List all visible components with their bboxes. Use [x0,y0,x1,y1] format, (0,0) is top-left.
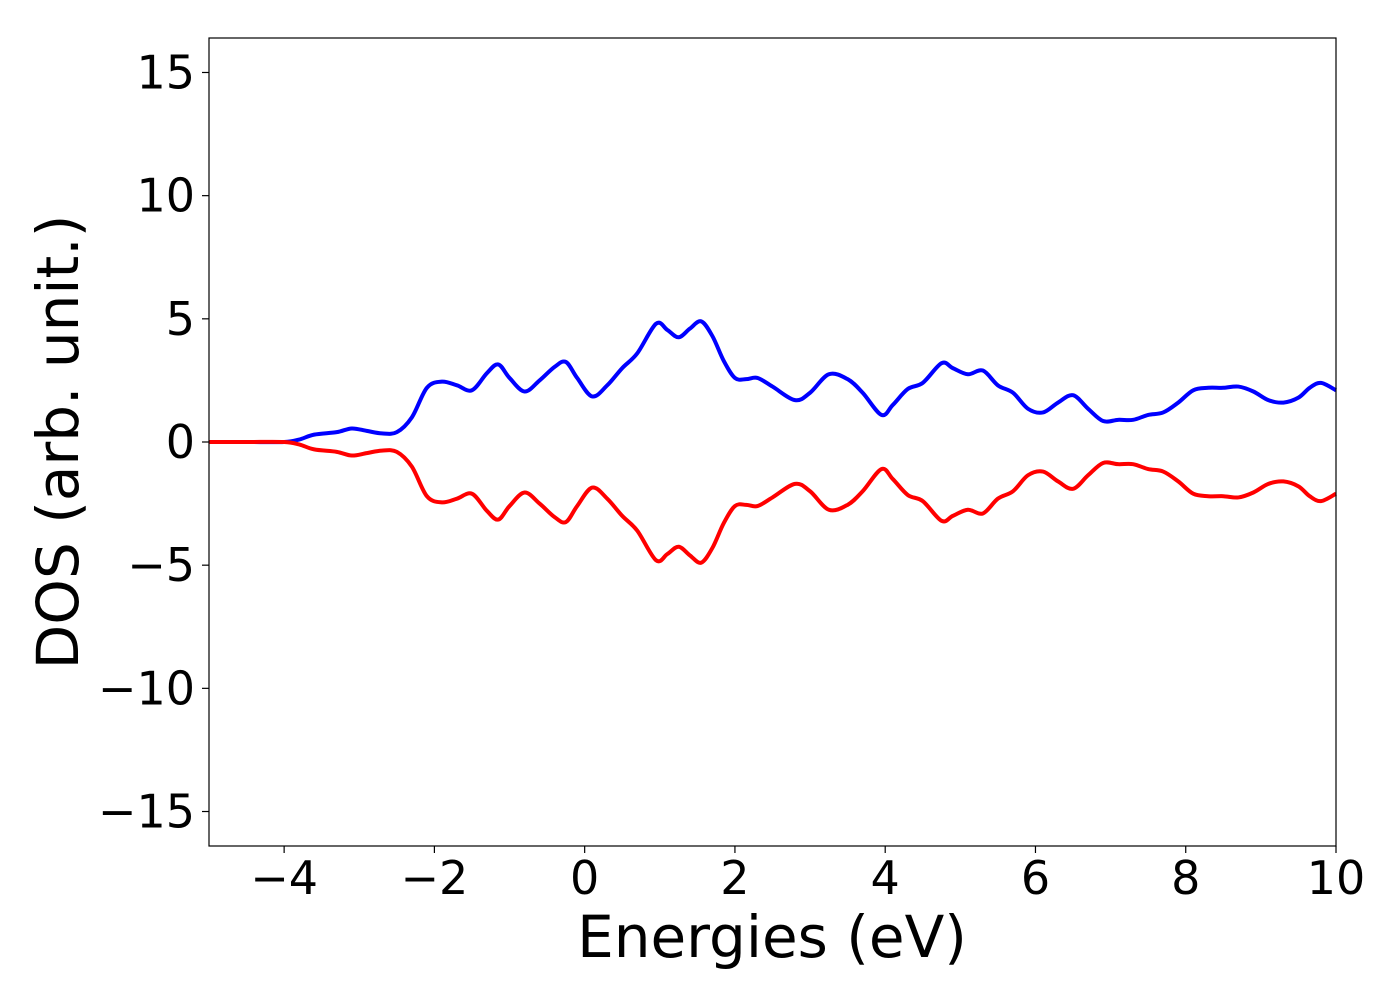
x-tick-label: 8 [1171,851,1200,905]
y-tick-label: −10 [98,661,195,715]
series-line-1 [209,439,1337,565]
y-tick-label: 10 [136,169,195,223]
plot-frame [208,37,1337,847]
x-tick-label: 10 [1307,851,1366,905]
series-layer [209,319,1337,565]
y-tick-label: 0 [166,415,195,469]
x-tick-label: 6 [1021,851,1050,905]
x-tick-label: −4 [250,851,318,905]
y-tick-label: 5 [166,292,195,346]
y-tick-label: 15 [136,45,195,99]
x-tick-label: 4 [871,851,900,905]
x-tick-label: 0 [570,851,599,905]
x-tick-label: −2 [400,851,468,905]
series-line-0 [209,319,1337,445]
y-axis: −15 −10 −5 0 5 10 15 [98,45,209,839]
x-axis: −4 −2 0 2 4 6 8 10 [250,846,1365,905]
y-axis-label: DOS (arb. unit.) [24,215,92,670]
y-tick-label: −5 [127,538,195,592]
x-axis-label: Energies (eV) [577,903,967,971]
x-tick-label: 2 [720,851,749,905]
y-tick-label: −15 [98,785,195,839]
